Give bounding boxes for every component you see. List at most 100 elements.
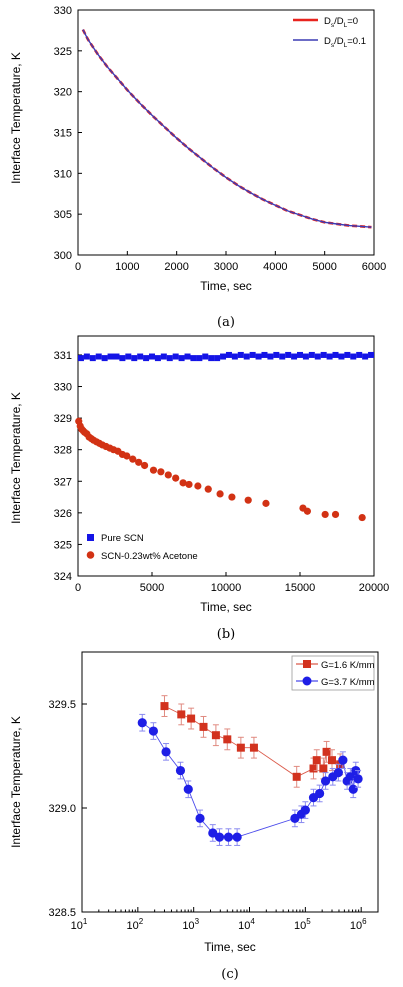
point-b-1 xyxy=(157,468,165,476)
point-b-0 xyxy=(302,353,309,360)
point-c-1 xyxy=(345,772,355,782)
point-b-1 xyxy=(358,513,366,522)
y-tick-label-b: 329 xyxy=(54,413,72,425)
x-tick-label-a: 2000 xyxy=(164,261,188,273)
point-b-0 xyxy=(149,353,155,360)
point-c-1 xyxy=(232,832,242,842)
point-b-0 xyxy=(160,353,167,360)
point-b-0 xyxy=(184,353,191,360)
x-tick-label-b: 5000 xyxy=(140,582,164,594)
y-tick-label-a: 330 xyxy=(54,5,72,17)
point-b-0 xyxy=(83,353,90,360)
point-b-1 xyxy=(172,474,180,482)
point-b-0 xyxy=(320,351,327,358)
legend-label-scn-acetone: SCN-0.23wt% Acetone xyxy=(101,551,198,562)
point-b-1 xyxy=(216,490,224,498)
point-b-0 xyxy=(166,355,173,362)
point-c-1 xyxy=(161,747,171,757)
point-c-1 xyxy=(320,776,331,786)
legend-label-ds0: Ds/DL=0 xyxy=(324,16,358,29)
point-c-0 xyxy=(199,722,208,731)
point-b-0 xyxy=(279,353,286,360)
plot-frame-c xyxy=(81,651,379,913)
point-b-1 xyxy=(204,485,212,493)
point-b-0 xyxy=(143,355,150,362)
point-b-0 xyxy=(273,351,280,358)
point-b-1 xyxy=(321,510,329,519)
point-c-1 xyxy=(338,755,348,765)
y-axis-label-a: Interface Temperature, K xyxy=(9,52,23,184)
y-tick-label-b: 331 xyxy=(54,350,72,362)
point-b-0 xyxy=(172,353,179,360)
point-b-0 xyxy=(113,353,120,360)
point-c-0 xyxy=(236,743,245,752)
y-tick-label-b: 328 xyxy=(54,445,72,457)
panel-a: 0 1000 2000 3000 4000 5000 6000 300 305 310 315 320… xyxy=(9,5,386,330)
point-c-1 xyxy=(214,832,225,842)
point-c-0 xyxy=(322,747,331,756)
point-c-1 xyxy=(183,784,193,794)
point-b-0 xyxy=(297,351,303,358)
point-c-0 xyxy=(309,764,318,773)
x-tick-label-c: 101 xyxy=(71,917,88,932)
panel-b: 0 5000 10000 15000 20000 324 325 326 327 328 329 33… xyxy=(9,335,389,642)
x-tick-label-c: 106 xyxy=(350,917,367,932)
y-tick-label-a: 310 xyxy=(54,168,72,180)
point-c-1 xyxy=(315,788,325,799)
legend-label-pure-scn: Pure SCN xyxy=(101,533,144,544)
legend-label-g16: G=1.6 K/mm xyxy=(321,660,375,671)
point-c-0 xyxy=(160,702,169,711)
point-b-0 xyxy=(89,355,96,362)
point-c-0 xyxy=(223,735,232,744)
point-c-1 xyxy=(195,813,205,824)
point-c-0 xyxy=(327,756,336,765)
point-c-0 xyxy=(187,714,196,723)
legend-swatch-scn-acetone xyxy=(86,551,95,559)
point-b-1 xyxy=(179,479,187,487)
point-c-0 xyxy=(177,710,186,719)
point-b-0 xyxy=(249,351,256,358)
point-b-0 xyxy=(237,351,244,358)
point-b-0 xyxy=(214,355,221,362)
x-tick-label-c: 103 xyxy=(182,917,199,932)
point-c-1 xyxy=(353,774,363,784)
point-b-1 xyxy=(123,452,131,460)
y-tick-label-a: 320 xyxy=(54,87,72,99)
point-b-1 xyxy=(164,471,172,479)
point-b-0 xyxy=(119,355,126,362)
x-tick-label-a: 4000 xyxy=(263,261,287,273)
point-b-0 xyxy=(208,355,215,362)
point-b-0 xyxy=(344,351,351,358)
point-b-0 xyxy=(255,353,262,360)
y-tick-label-c: 329.5 xyxy=(48,699,76,711)
point-b-0 xyxy=(125,353,132,360)
y-tick-label-b: 324 xyxy=(54,571,72,583)
point-b-1 xyxy=(149,466,158,474)
point-b-0 xyxy=(308,351,315,358)
point-b-1 xyxy=(135,458,143,466)
legend-b: Pure SCN SCN-0.23wt% Acetone xyxy=(86,533,198,562)
point-b-0 xyxy=(107,353,114,360)
caption-b: (b) xyxy=(217,627,235,642)
x-tick-label-a: 0 xyxy=(75,261,81,273)
legend-c: G=1.6 K/mm G=3.7 K/mm xyxy=(291,655,375,691)
x-axis-label-b: Time, sec xyxy=(200,600,252,614)
x-axis-label-a: Time, sec xyxy=(200,279,252,293)
y-tick-label-a: 300 xyxy=(54,250,72,262)
point-b-0 xyxy=(225,351,232,358)
point-b-1 xyxy=(141,461,149,470)
x-tick-label-b: 10000 xyxy=(211,582,242,594)
x-tick-label-a: 6000 xyxy=(362,261,386,273)
point-c-0 xyxy=(249,743,258,752)
series-line-a-0 xyxy=(81,29,372,229)
point-c-1 xyxy=(333,768,343,778)
point-b-1 xyxy=(331,510,340,519)
y-tick-label-c: 328.5 xyxy=(48,907,76,919)
point-b-0 xyxy=(154,355,161,362)
point-b-0 xyxy=(261,351,268,358)
x-axis-label-c: Time, sec xyxy=(204,940,256,954)
point-c-1 xyxy=(208,828,218,838)
x-tick-label-a: 5000 xyxy=(312,261,336,273)
point-b-1 xyxy=(262,499,270,507)
